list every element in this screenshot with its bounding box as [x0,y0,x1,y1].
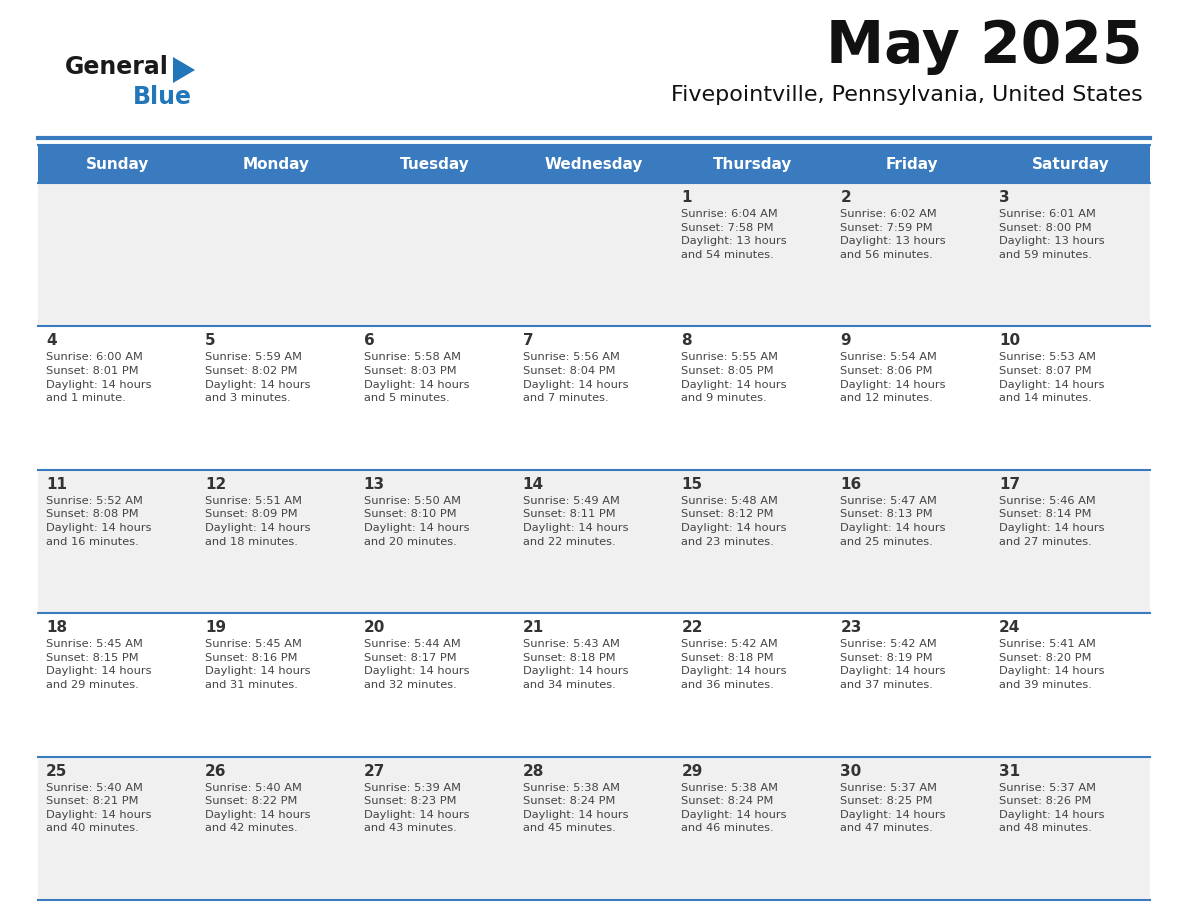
Text: Sunrise: 5:46 AM
Sunset: 8:14 PM
Daylight: 14 hours
and 27 minutes.: Sunrise: 5:46 AM Sunset: 8:14 PM Dayligh… [999,496,1105,546]
Text: Sunrise: 5:47 AM
Sunset: 8:13 PM
Daylight: 14 hours
and 25 minutes.: Sunrise: 5:47 AM Sunset: 8:13 PM Dayligh… [840,496,946,546]
FancyBboxPatch shape [38,183,1150,327]
Text: 12: 12 [204,476,226,492]
Text: Sunrise: 5:51 AM
Sunset: 8:09 PM
Daylight: 14 hours
and 18 minutes.: Sunrise: 5:51 AM Sunset: 8:09 PM Dayligh… [204,496,310,546]
Text: 30: 30 [840,764,861,778]
FancyBboxPatch shape [38,613,1150,756]
Text: May 2025: May 2025 [827,18,1143,75]
Text: Sunrise: 5:41 AM
Sunset: 8:20 PM
Daylight: 14 hours
and 39 minutes.: Sunrise: 5:41 AM Sunset: 8:20 PM Dayligh… [999,639,1105,690]
Text: Sunrise: 5:43 AM
Sunset: 8:18 PM
Daylight: 14 hours
and 34 minutes.: Sunrise: 5:43 AM Sunset: 8:18 PM Dayligh… [523,639,628,690]
Text: Sunday: Sunday [86,156,150,172]
Polygon shape [173,57,195,83]
Text: Blue: Blue [133,85,192,109]
Text: 7: 7 [523,333,533,349]
Text: 13: 13 [364,476,385,492]
Text: Sunrise: 5:38 AM
Sunset: 8:24 PM
Daylight: 14 hours
and 45 minutes.: Sunrise: 5:38 AM Sunset: 8:24 PM Dayligh… [523,783,628,834]
Text: 26: 26 [204,764,227,778]
Text: Sunrise: 5:37 AM
Sunset: 8:25 PM
Daylight: 14 hours
and 47 minutes.: Sunrise: 5:37 AM Sunset: 8:25 PM Dayligh… [840,783,946,834]
Text: 29: 29 [682,764,703,778]
Text: Sunrise: 5:50 AM
Sunset: 8:10 PM
Daylight: 14 hours
and 20 minutes.: Sunrise: 5:50 AM Sunset: 8:10 PM Dayligh… [364,496,469,546]
Text: Sunrise: 5:37 AM
Sunset: 8:26 PM
Daylight: 14 hours
and 48 minutes.: Sunrise: 5:37 AM Sunset: 8:26 PM Dayligh… [999,783,1105,834]
Text: 8: 8 [682,333,693,349]
Text: 5: 5 [204,333,215,349]
Text: Sunrise: 5:40 AM
Sunset: 8:22 PM
Daylight: 14 hours
and 42 minutes.: Sunrise: 5:40 AM Sunset: 8:22 PM Dayligh… [204,783,310,834]
Text: Sunrise: 5:42 AM
Sunset: 8:19 PM
Daylight: 14 hours
and 37 minutes.: Sunrise: 5:42 AM Sunset: 8:19 PM Dayligh… [840,639,946,690]
Text: 19: 19 [204,621,226,635]
Text: Sunrise: 5:42 AM
Sunset: 8:18 PM
Daylight: 14 hours
and 36 minutes.: Sunrise: 5:42 AM Sunset: 8:18 PM Dayligh… [682,639,786,690]
Text: Sunrise: 5:45 AM
Sunset: 8:16 PM
Daylight: 14 hours
and 31 minutes.: Sunrise: 5:45 AM Sunset: 8:16 PM Dayligh… [204,639,310,690]
Text: 23: 23 [840,621,861,635]
Text: Thursday: Thursday [713,156,792,172]
Text: Monday: Monday [242,156,310,172]
Text: Sunrise: 5:52 AM
Sunset: 8:08 PM
Daylight: 14 hours
and 16 minutes.: Sunrise: 5:52 AM Sunset: 8:08 PM Dayligh… [46,496,152,546]
Text: 31: 31 [999,764,1020,778]
Text: 28: 28 [523,764,544,778]
Text: 14: 14 [523,476,544,492]
Text: Sunrise: 5:38 AM
Sunset: 8:24 PM
Daylight: 14 hours
and 46 minutes.: Sunrise: 5:38 AM Sunset: 8:24 PM Dayligh… [682,783,786,834]
Text: Wednesday: Wednesday [545,156,643,172]
Text: Sunrise: 6:04 AM
Sunset: 7:58 PM
Daylight: 13 hours
and 54 minutes.: Sunrise: 6:04 AM Sunset: 7:58 PM Dayligh… [682,209,788,260]
Text: General: General [65,55,169,79]
Text: Sunrise: 5:49 AM
Sunset: 8:11 PM
Daylight: 14 hours
and 22 minutes.: Sunrise: 5:49 AM Sunset: 8:11 PM Dayligh… [523,496,628,546]
Text: 1: 1 [682,190,691,205]
Text: Sunrise: 5:58 AM
Sunset: 8:03 PM
Daylight: 14 hours
and 5 minutes.: Sunrise: 5:58 AM Sunset: 8:03 PM Dayligh… [364,353,469,403]
FancyBboxPatch shape [38,145,1150,183]
Text: Sunrise: 5:59 AM
Sunset: 8:02 PM
Daylight: 14 hours
and 3 minutes.: Sunrise: 5:59 AM Sunset: 8:02 PM Dayligh… [204,353,310,403]
Text: Sunrise: 6:01 AM
Sunset: 8:00 PM
Daylight: 13 hours
and 59 minutes.: Sunrise: 6:01 AM Sunset: 8:00 PM Dayligh… [999,209,1105,260]
Text: 10: 10 [999,333,1020,349]
Text: Sunrise: 5:54 AM
Sunset: 8:06 PM
Daylight: 14 hours
and 12 minutes.: Sunrise: 5:54 AM Sunset: 8:06 PM Dayligh… [840,353,946,403]
FancyBboxPatch shape [38,470,1150,613]
Text: 21: 21 [523,621,544,635]
Text: Sunrise: 5:40 AM
Sunset: 8:21 PM
Daylight: 14 hours
and 40 minutes.: Sunrise: 5:40 AM Sunset: 8:21 PM Dayligh… [46,783,152,834]
Text: Sunrise: 6:00 AM
Sunset: 8:01 PM
Daylight: 14 hours
and 1 minute.: Sunrise: 6:00 AM Sunset: 8:01 PM Dayligh… [46,353,152,403]
Text: Sunrise: 5:56 AM
Sunset: 8:04 PM
Daylight: 14 hours
and 7 minutes.: Sunrise: 5:56 AM Sunset: 8:04 PM Dayligh… [523,353,628,403]
Text: Friday: Friday [885,156,939,172]
Text: 25: 25 [46,764,68,778]
Text: Sunrise: 5:39 AM
Sunset: 8:23 PM
Daylight: 14 hours
and 43 minutes.: Sunrise: 5:39 AM Sunset: 8:23 PM Dayligh… [364,783,469,834]
FancyBboxPatch shape [38,756,1150,900]
Text: 2: 2 [840,190,851,205]
Text: 4: 4 [46,333,57,349]
Text: 24: 24 [999,621,1020,635]
Text: 11: 11 [46,476,67,492]
Text: Sunrise: 5:55 AM
Sunset: 8:05 PM
Daylight: 14 hours
and 9 minutes.: Sunrise: 5:55 AM Sunset: 8:05 PM Dayligh… [682,353,786,403]
Text: 3: 3 [999,190,1010,205]
Text: 22: 22 [682,621,703,635]
Text: 20: 20 [364,621,385,635]
Text: 15: 15 [682,476,702,492]
Text: 9: 9 [840,333,851,349]
Text: Sunrise: 5:53 AM
Sunset: 8:07 PM
Daylight: 14 hours
and 14 minutes.: Sunrise: 5:53 AM Sunset: 8:07 PM Dayligh… [999,353,1105,403]
Text: 17: 17 [999,476,1020,492]
Text: Saturday: Saturday [1031,156,1110,172]
Text: Sunrise: 5:45 AM
Sunset: 8:15 PM
Daylight: 14 hours
and 29 minutes.: Sunrise: 5:45 AM Sunset: 8:15 PM Dayligh… [46,639,152,690]
Text: Sunrise: 6:02 AM
Sunset: 7:59 PM
Daylight: 13 hours
and 56 minutes.: Sunrise: 6:02 AM Sunset: 7:59 PM Dayligh… [840,209,946,260]
Text: Fivepointville, Pennsylvania, United States: Fivepointville, Pennsylvania, United Sta… [671,85,1143,105]
Text: Tuesday: Tuesday [400,156,470,172]
Text: Sunrise: 5:44 AM
Sunset: 8:17 PM
Daylight: 14 hours
and 32 minutes.: Sunrise: 5:44 AM Sunset: 8:17 PM Dayligh… [364,639,469,690]
Text: 6: 6 [364,333,374,349]
Text: Sunrise: 5:48 AM
Sunset: 8:12 PM
Daylight: 14 hours
and 23 minutes.: Sunrise: 5:48 AM Sunset: 8:12 PM Dayligh… [682,496,786,546]
Text: 16: 16 [840,476,861,492]
Text: 27: 27 [364,764,385,778]
FancyBboxPatch shape [38,327,1150,470]
Text: 18: 18 [46,621,68,635]
